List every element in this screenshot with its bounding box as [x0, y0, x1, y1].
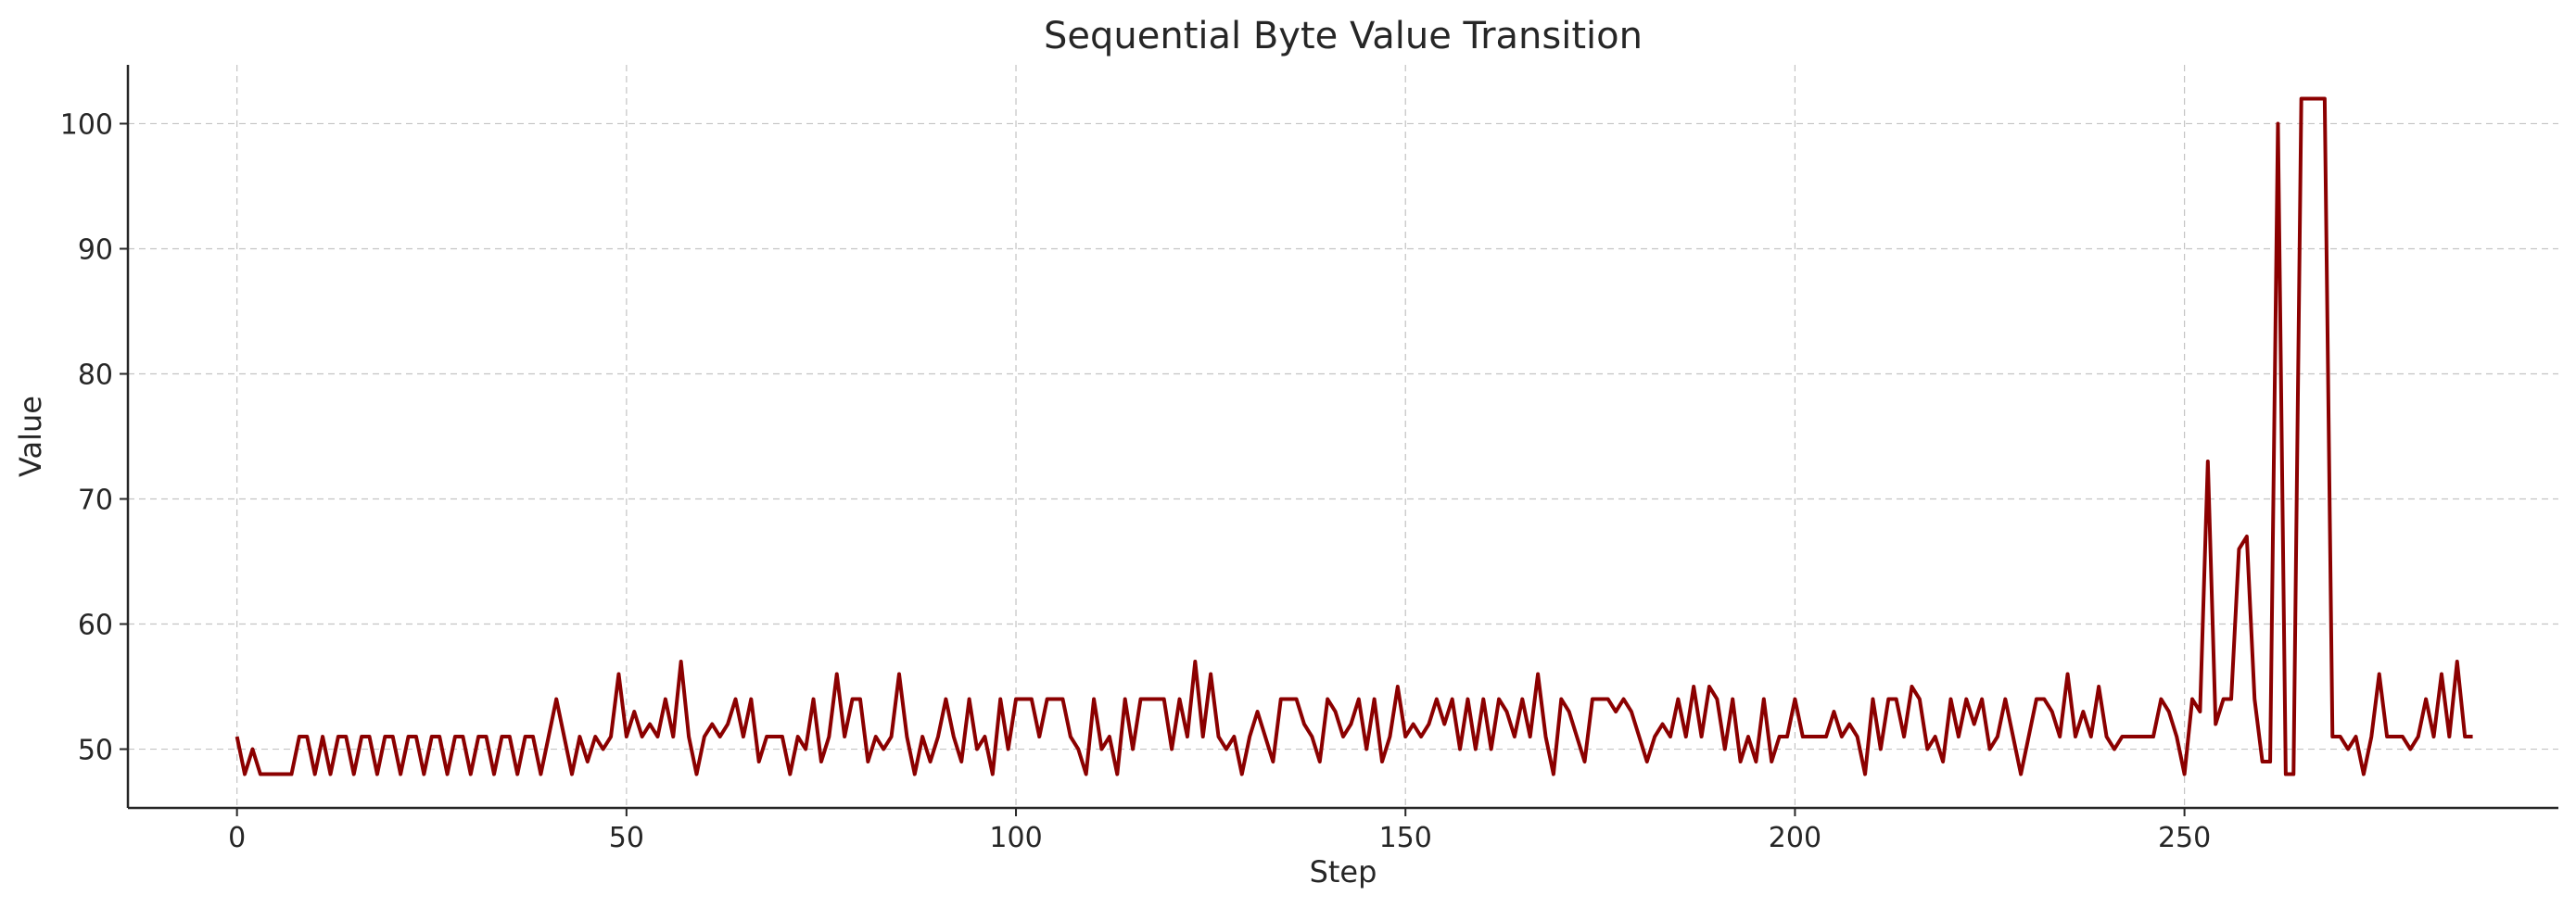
series-line: [235, 96, 2473, 776]
y-axis-label: Value: [13, 396, 48, 477]
x-axis-label: Step: [1310, 854, 1377, 889]
y-tick-label: 70: [78, 485, 113, 517]
series-layer: [235, 96, 2473, 776]
grid: [128, 65, 2558, 808]
x-tick-label: 250: [2158, 822, 2211, 854]
y-tick-label: 80: [78, 359, 113, 391]
x-tick-label: 150: [1379, 822, 1432, 854]
x-tick-label: 50: [609, 822, 644, 854]
axes: [126, 65, 2558, 810]
ticks: 0 50 100 150 200 250 50 60 70 80 90 100: [60, 108, 2212, 854]
x-tick-label: 100: [989, 822, 1042, 854]
x-tick-label: 200: [1769, 822, 1821, 854]
y-tick-label: 50: [78, 735, 113, 767]
y-tick-label: 100: [60, 108, 113, 141]
chart-title: Sequential Byte Value Transition: [1044, 15, 1643, 57]
y-tick-label: 60: [78, 610, 113, 642]
y-tick-label: 90: [78, 233, 113, 266]
x-tick-label: 0: [228, 822, 246, 854]
